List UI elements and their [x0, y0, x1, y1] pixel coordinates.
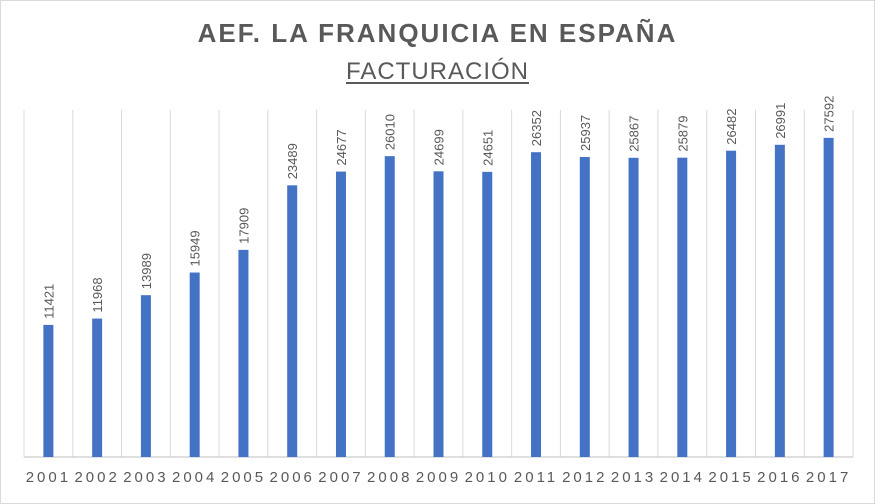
data-label-2013: 25867	[627, 116, 642, 152]
bar-2008	[384, 156, 395, 457]
bar-2005	[238, 249, 249, 457]
bars	[43, 137, 834, 458]
x-tick-2007: 2007	[318, 469, 363, 486]
x-tick-2011: 2011	[514, 469, 558, 486]
bar-2001	[43, 324, 54, 457]
x-tick-2012: 2012	[562, 469, 607, 486]
x-tick-2016: 2016	[757, 469, 802, 486]
x-tick-2015: 2015	[708, 469, 753, 486]
x-tick-2014: 2014	[660, 469, 705, 486]
chart-subtitle: FACTURACIÓN	[345, 58, 529, 85]
data-labels: 11421 11968 13989 15949 17909 23489 24677 26010…	[41, 96, 836, 319]
data-label-2001: 11421	[41, 284, 56, 319]
bar-2007	[335, 171, 346, 457]
bar-2013	[628, 157, 639, 457]
data-label-2007: 24677	[334, 129, 349, 165]
x-tick-2009: 2009	[416, 469, 461, 486]
bar-2002	[92, 318, 103, 457]
chart-title: AEF. LA FRANQUICIA EN ESPAÑA	[197, 18, 678, 48]
x-tick-2017: 2017	[806, 469, 851, 486]
bar-2017	[823, 137, 834, 457]
x-tick-2001: 2001	[26, 469, 71, 486]
data-label-2003: 13989	[139, 253, 154, 289]
bar-2010	[482, 171, 493, 457]
bar-2012	[579, 156, 590, 457]
bar-2015	[726, 150, 737, 457]
data-label-2011: 26352	[529, 110, 544, 146]
data-label-2010: 24651	[480, 130, 495, 166]
bar-2003	[140, 295, 151, 457]
data-label-2017: 27592	[822, 96, 837, 132]
data-label-2012: 25937	[578, 115, 593, 151]
data-label-2009: 24699	[432, 129, 447, 165]
data-label-2004: 15949	[188, 230, 203, 266]
x-tick-2008: 2008	[367, 469, 412, 486]
x-tick-2013: 2013	[611, 469, 656, 486]
data-label-2008: 26010	[383, 114, 398, 150]
data-label-2002: 11968	[90, 277, 105, 312]
x-tick-2002: 2002	[74, 469, 119, 486]
bar-2016	[774, 144, 785, 458]
x-tick-2005: 2005	[221, 469, 266, 486]
data-label-2015: 26482	[724, 109, 739, 145]
data-label-2014: 25879	[675, 116, 690, 152]
data-label-2005: 17909	[236, 208, 251, 244]
x-tick-2006: 2006	[270, 469, 315, 486]
data-label-2016: 26991	[773, 103, 788, 139]
x-tick-2004: 2004	[172, 469, 217, 486]
bar-2006	[287, 185, 298, 458]
x-tick-2010: 2010	[465, 469, 510, 486]
bar-2014	[677, 157, 688, 457]
bar-2004	[189, 272, 200, 457]
bar-2011	[531, 152, 542, 458]
bar-2009	[433, 171, 444, 458]
data-label-2006: 23489	[285, 143, 300, 179]
x-tick-2003: 2003	[123, 469, 168, 486]
x-axis: 2001 2002 2003 2004 2005 2006 2007 2008 2009 2010…	[26, 469, 851, 486]
